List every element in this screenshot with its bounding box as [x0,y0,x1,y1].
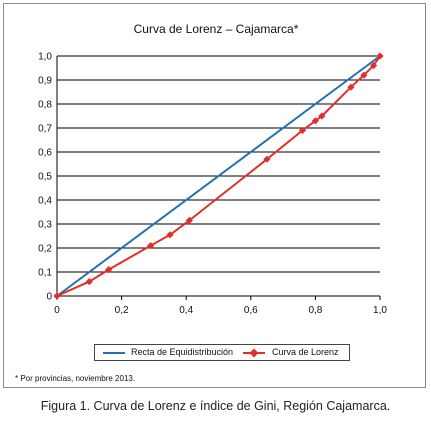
data-point [298,126,307,134]
data-point [166,231,174,239]
y-tick-label: 0,3 [38,220,52,231]
footnote: * Por provincias, noviembre 2013. [15,374,136,383]
legend-diamond-icon [249,348,259,358]
y-tick-label: 0,1 [38,268,52,279]
y-tick-label: 0,7 [38,124,52,135]
data-point [369,62,378,70]
legend-swatch-equidistribucion [103,352,125,354]
y-tick-label: 0,5 [38,172,52,183]
data-point [318,112,326,120]
y-tick-label: 0,9 [38,76,52,87]
chart-title: Curva de Lorenz – Cajamarca* [134,22,299,36]
data-point [376,52,384,60]
chart-frame: Curva de Lorenz – Cajamarca* 0 0,1 0,2 0,3 0… [3,3,426,388]
legend: Recta de Equidistribución Curva de Loren… [94,344,350,361]
figure-caption: Figura 1. Curva de Lorenz e índice de Gi… [40,399,391,413]
y-tick-label: 0,8 [38,100,52,111]
data-point [53,292,61,300]
data-point [105,266,113,274]
lorenz-chart: Curva de Lorenz – Cajamarca* 0 0,1 0,2 0,3 0… [38,22,387,316]
x-tick-label: 0,6 [244,305,258,316]
x-tick-label: 0,2 [115,305,129,316]
data-point [347,83,355,91]
y-tick-label: 0 [46,292,52,303]
x-tick-label: 0,8 [308,305,322,316]
x-tick-label: 0,4 [179,305,193,316]
y-tick-label: 0,2 [38,244,52,255]
data-point [360,71,368,79]
data-point [147,242,155,250]
y-tick-label: 1,0 [38,52,52,63]
data-point [311,117,319,125]
legend-label-equidistribucion: Recta de Equidistribución [131,347,234,357]
data-point [85,278,93,286]
legend-label-lorenz: Curva de Lorenz [272,347,339,357]
y-tick-label: 0,4 [38,196,52,207]
data-point [263,155,271,163]
y-tick-label: 0,6 [38,148,52,159]
series-line-0 [56,55,381,297]
x-tick-label: 0 [54,305,60,316]
series-line-1 [56,55,381,297]
data-point [185,216,194,224]
x-tick-label: 1,0 [373,305,387,316]
